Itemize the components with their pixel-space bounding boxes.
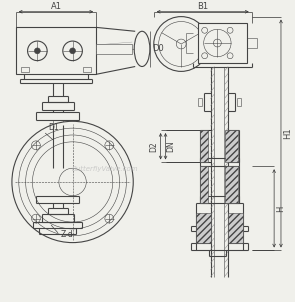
Bar [200,130,208,162]
Bar [225,130,238,162]
Text: B1: B1 [197,2,208,11]
Circle shape [154,17,209,71]
Ellipse shape [134,31,150,66]
Text: D0: D0 [152,44,164,53]
Text: Z-d: Z-d [61,230,73,239]
Text: ButterflyValve.com: ButterflyValve.com [72,166,138,172]
Text: D1: D1 [48,123,59,132]
Bar [198,24,247,63]
Bar [96,44,132,54]
Bar [196,213,211,243]
Text: A1: A1 [50,2,61,11]
Circle shape [63,41,82,61]
Circle shape [27,41,47,61]
Text: DN: DN [166,140,176,152]
Bar [21,66,29,72]
Bar [83,66,91,72]
Circle shape [70,48,76,54]
Circle shape [35,48,40,54]
Bar [200,166,208,204]
Bar [225,166,238,204]
Text: D2: D2 [150,141,159,152]
Bar [16,27,96,74]
Bar [228,213,243,243]
Circle shape [12,121,133,243]
Text: H1: H1 [283,128,292,139]
Text: H: H [276,205,285,211]
